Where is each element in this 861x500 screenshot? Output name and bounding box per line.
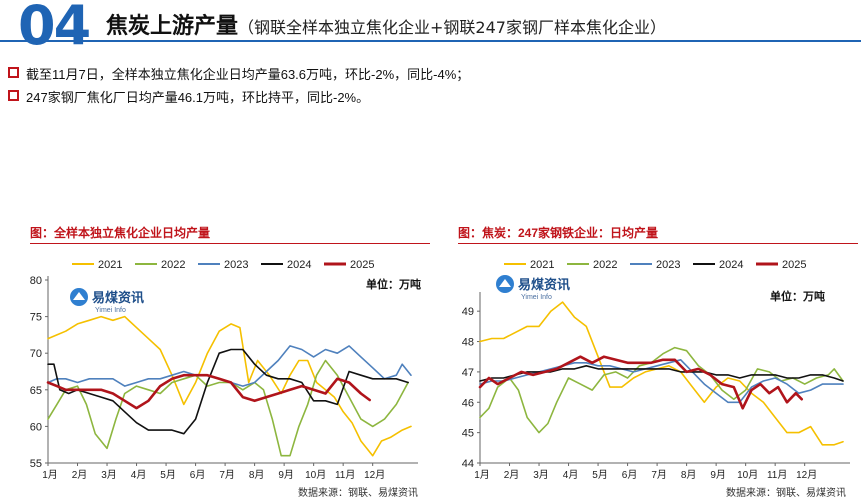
series-line-2024 (47, 348, 409, 435)
bullet-2-text: 247家钢厂焦化厂日均产量46.1万吨，环比持平，同比-2%。 (26, 90, 370, 105)
legend-label: 2023 (656, 259, 680, 271)
y-tick-label: 45 (462, 428, 474, 440)
x-tick-label: 11月 (335, 469, 355, 481)
unit-label: 单位：万吨 (366, 277, 421, 291)
chart-left-title-underline (30, 243, 430, 244)
x-tick-label: 9月 (710, 469, 726, 481)
series-line-2025 (478, 355, 804, 410)
x-tick-label: 3月 (101, 469, 117, 481)
x-tick-label: 4月 (563, 469, 579, 481)
legend-label: 2023 (224, 259, 248, 271)
x-tick-label: 4月 (131, 469, 147, 481)
source-note: 数据来源：钢联、易煤资讯 (298, 486, 418, 499)
x-tick-label: 9月 (278, 469, 294, 481)
series-line-2023 (479, 358, 844, 404)
legend-label: 2025 (782, 259, 806, 271)
watermark-text: 易煤资讯 (518, 277, 570, 293)
chart-left-title: 图：全样本独立焦化企业日均产量 (30, 226, 211, 240)
watermark-mountain-icon (499, 279, 511, 287)
x-tick-label: 11月 (767, 469, 787, 481)
series-line-2021 (479, 301, 844, 446)
x-tick-label: 2月 (72, 469, 88, 481)
series-line-2022 (47, 359, 409, 457)
y-tick-label: 75 (30, 312, 42, 324)
series-line-2022 (479, 346, 844, 434)
x-tick-label: 12月 (796, 469, 817, 481)
x-tick-label: 10月 (305, 469, 326, 481)
x-tick-label: 1月 (474, 469, 490, 481)
x-tick-label: 5月 (160, 469, 176, 481)
y-tick-label: 55 (30, 458, 42, 470)
title-subtitle: （钢联全样本独立焦化企业+钢联247家钢厂样本焦化企业） (238, 18, 666, 37)
y-tick-label: 44 (462, 458, 474, 470)
series-line-2023 (47, 345, 412, 387)
title-main: 焦炭上游产量 (106, 14, 239, 39)
bullet-square-icon (8, 90, 19, 101)
page-title: 焦炭上游产量（钢联全样本独立焦化企业+钢联247家钢厂样本焦化企业） (106, 8, 666, 40)
chart-right-title-underline (458, 243, 858, 244)
y-tick-label: 46 (462, 397, 474, 409)
legend-label: 2021 (530, 259, 554, 271)
y-tick-label: 47 (462, 367, 474, 379)
x-tick-label: 6月 (190, 469, 206, 481)
x-tick-label: 3月 (533, 469, 549, 481)
x-tick-label: 5月 (592, 469, 608, 481)
x-tick-label: 6月 (622, 469, 638, 481)
series-line-2021 (47, 315, 412, 457)
chart-right-title: 图：焦炭：247家钢铁企业：日均产量 (458, 226, 659, 240)
bullet-2: 247家钢厂焦化厂日均产量46.1万吨，环比持平，同比-2%。 (8, 87, 369, 106)
header-divider (0, 40, 861, 42)
y-tick-label: 70 (30, 348, 42, 360)
series-line-2025 (46, 373, 372, 410)
watermark-subtext: Yimei Info (95, 307, 126, 314)
legend-label: 2022 (593, 259, 617, 271)
legend-label: 2021 (98, 259, 122, 271)
unit-label: 单位：万吨 (770, 289, 825, 303)
y-tick-label: 80 (30, 275, 42, 287)
x-tick-label: 7月 (651, 469, 667, 481)
x-tick-label: 8月 (249, 469, 265, 481)
y-tick-label: 49 (462, 306, 474, 318)
x-tick-label: 7月 (219, 469, 235, 481)
watermark-subtext: Yimei Info (521, 294, 552, 301)
x-tick-label: 8月 (681, 469, 697, 481)
section-number: 04 (18, 0, 91, 57)
x-tick-label: 2月 (504, 469, 520, 481)
source-note: 数据来源：钢联、易煤资讯 (726, 486, 846, 499)
y-tick-label: 48 (462, 337, 474, 349)
bullet-1: 截至11月7日，全样本独立焦化企业日均产量63.6万吨，环比-2%，同比-4%； (8, 64, 469, 83)
x-tick-label: 12月 (364, 469, 385, 481)
bullet-square-icon (8, 67, 19, 78)
y-tick-label: 60 (30, 421, 42, 433)
y-tick-label: 65 (30, 385, 42, 397)
x-tick-label: 1月 (42, 469, 58, 481)
legend-label: 2022 (161, 259, 185, 271)
watermark-mountain-icon (73, 292, 85, 300)
x-tick-label: 10月 (737, 469, 758, 481)
watermark-text: 易煤资讯 (92, 290, 144, 306)
legend-label: 2024 (287, 259, 311, 271)
legend-label: 2024 (719, 259, 743, 271)
legend-label: 2025 (350, 259, 374, 271)
bullet-1-text: 截至11月7日，全样本独立焦化企业日均产量63.6万吨，环比-2%，同比-4%； (26, 67, 470, 82)
